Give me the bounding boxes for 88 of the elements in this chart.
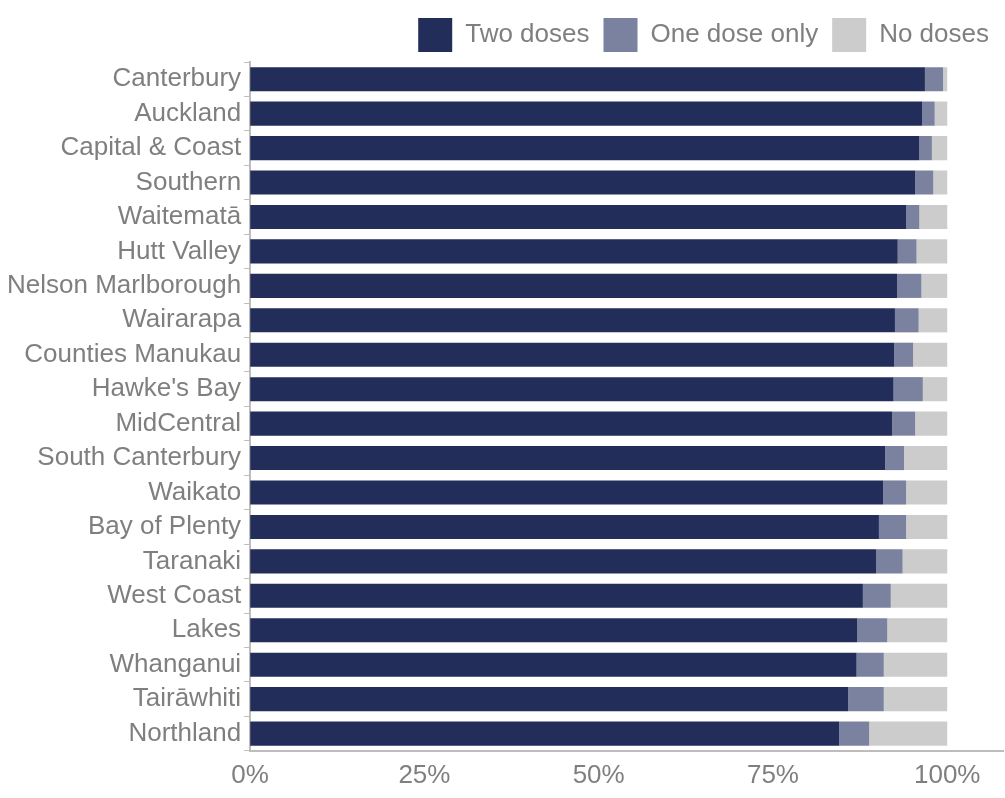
bar bbox=[250, 618, 858, 643]
y-tick-label: Auckland bbox=[134, 96, 242, 127]
bar bbox=[876, 549, 903, 574]
y-tick-label: Hutt Valley bbox=[117, 234, 242, 265]
bar bbox=[887, 618, 948, 643]
bar bbox=[922, 377, 948, 402]
bar bbox=[250, 101, 923, 126]
bar bbox=[862, 583, 891, 608]
bar bbox=[915, 411, 948, 436]
bar bbox=[890, 583, 948, 608]
bar bbox=[250, 446, 886, 471]
bar bbox=[924, 67, 944, 92]
bar bbox=[934, 101, 948, 126]
bar bbox=[894, 308, 919, 333]
bar bbox=[250, 377, 894, 402]
y-tick-label: Counties Manukau bbox=[24, 337, 242, 368]
bar bbox=[894, 342, 914, 367]
y-tick-label: Southern bbox=[135, 165, 242, 196]
bar bbox=[918, 308, 948, 333]
bar bbox=[897, 273, 922, 298]
y-tick-label: Wairarapa bbox=[122, 303, 242, 334]
bar bbox=[857, 618, 888, 643]
bar bbox=[919, 136, 932, 161]
bar bbox=[250, 273, 898, 298]
y-tick-label: West Coast bbox=[107, 578, 242, 609]
bar bbox=[933, 170, 948, 195]
bar bbox=[921, 273, 948, 298]
y-tick-label: Northland bbox=[128, 716, 242, 747]
legend-label: One dose only bbox=[650, 18, 819, 49]
bar bbox=[906, 204, 920, 230]
bar bbox=[250, 136, 920, 161]
bar bbox=[922, 101, 935, 126]
bar bbox=[250, 411, 893, 436]
bar bbox=[897, 239, 917, 264]
y-tick-label: Waitematā bbox=[117, 200, 242, 231]
bar bbox=[250, 687, 849, 712]
y-tick-label: South Canterbury bbox=[37, 441, 242, 472]
y-tick-label: MidCentral bbox=[115, 406, 242, 437]
y-tick-label: Whanganui bbox=[109, 647, 242, 678]
bar bbox=[250, 170, 916, 195]
bar bbox=[919, 204, 948, 230]
y-tick-label: Nelson Marlborough bbox=[6, 269, 242, 300]
x-tick-label: 0% bbox=[231, 758, 269, 789]
bar bbox=[250, 204, 907, 230]
x-tick-label: 25% bbox=[398, 758, 451, 789]
bar bbox=[250, 583, 863, 608]
bar bbox=[250, 308, 895, 333]
bar bbox=[883, 480, 907, 505]
bar bbox=[885, 446, 905, 471]
x-tick-label: 100% bbox=[913, 758, 981, 789]
bar bbox=[883, 687, 948, 712]
bar bbox=[250, 480, 884, 505]
y-tick-label: Hawke's Bay bbox=[91, 372, 242, 403]
bar bbox=[916, 239, 948, 264]
y-tick-label: Tairāwhiti bbox=[132, 682, 242, 713]
bar bbox=[906, 514, 948, 539]
bar bbox=[250, 239, 898, 264]
bar bbox=[250, 652, 857, 677]
bar bbox=[915, 170, 934, 195]
y-tick-label: Bay of Plenty bbox=[87, 510, 242, 541]
bar bbox=[943, 67, 948, 92]
legend-label: No doses bbox=[879, 18, 989, 49]
bar bbox=[839, 721, 870, 746]
bar bbox=[913, 342, 948, 367]
legend-label: Two doses bbox=[465, 18, 590, 49]
bar bbox=[856, 652, 884, 677]
bar bbox=[892, 411, 916, 436]
y-tick-label: Waikato bbox=[148, 475, 242, 506]
bar bbox=[883, 652, 948, 677]
bar bbox=[893, 377, 923, 402]
y-tick-label: Canterbury bbox=[112, 62, 242, 93]
bar bbox=[250, 721, 840, 746]
bar bbox=[250, 514, 879, 539]
bar bbox=[902, 549, 948, 574]
bar bbox=[878, 514, 907, 539]
bar bbox=[250, 342, 895, 367]
y-tick-label: Lakes bbox=[171, 613, 242, 644]
bar bbox=[250, 67, 925, 92]
x-tick-label: 50% bbox=[572, 758, 625, 789]
y-tick-label: Taranaki bbox=[142, 544, 242, 575]
bar bbox=[904, 446, 948, 471]
x-tick-label: 75% bbox=[746, 758, 799, 789]
bar bbox=[869, 721, 948, 746]
y-tick-label: Capital & Coast bbox=[60, 131, 242, 162]
bar bbox=[906, 480, 948, 505]
bar bbox=[848, 687, 884, 712]
bar bbox=[931, 136, 948, 161]
bar bbox=[250, 549, 877, 574]
